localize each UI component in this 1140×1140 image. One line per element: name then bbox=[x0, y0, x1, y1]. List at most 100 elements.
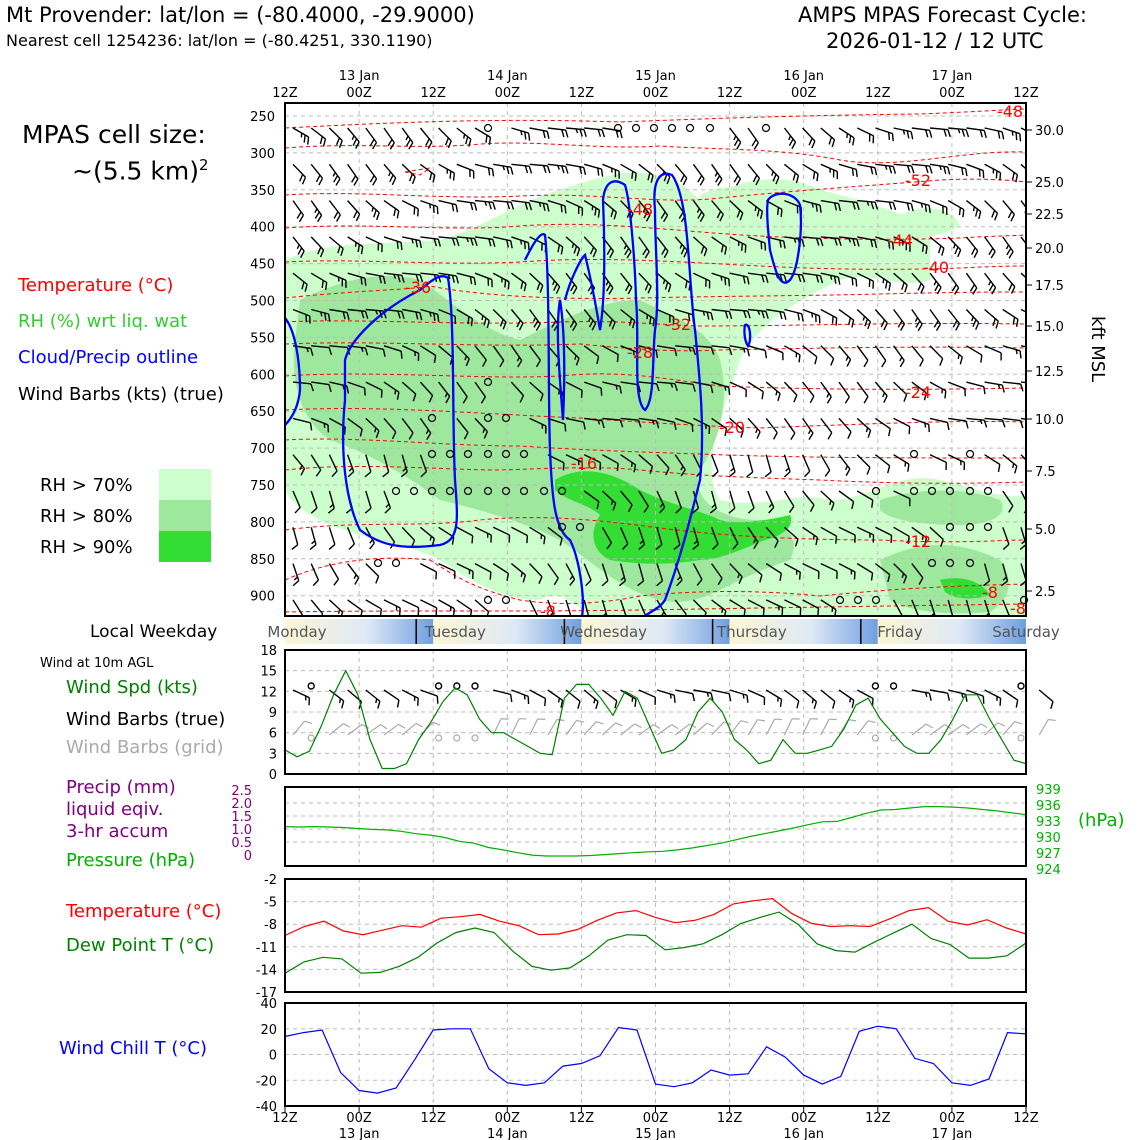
calm-marker bbox=[445, 486, 455, 496]
calm-marker-grid bbox=[307, 734, 315, 742]
wind-barb bbox=[874, 345, 887, 368]
wind-barb bbox=[656, 236, 669, 259]
wind-barb bbox=[911, 381, 927, 401]
wind-barb bbox=[584, 163, 604, 177]
calm-marker bbox=[835, 595, 845, 605]
swatch-rh70 bbox=[159, 469, 211, 500]
y-tick-label: 15 bbox=[260, 665, 277, 680]
wind-barb bbox=[929, 381, 947, 399]
wind-barb bbox=[1002, 417, 1024, 429]
wind-barb bbox=[364, 490, 372, 514]
wind-barb bbox=[419, 454, 428, 478]
calm-marker-grid bbox=[453, 734, 461, 742]
wind-barb bbox=[638, 308, 655, 327]
calm-marker bbox=[613, 123, 623, 133]
wind-barb bbox=[874, 563, 891, 583]
wind-barb bbox=[729, 200, 744, 221]
wind-barb bbox=[291, 527, 299, 550]
wind-barb bbox=[456, 381, 468, 404]
legend-rh90: RH > 90% bbox=[40, 537, 133, 558]
wind-barb bbox=[929, 417, 950, 431]
legend-temperature: Temperature (°C) bbox=[18, 275, 174, 296]
height-tick-label: 5.0 bbox=[1035, 523, 1056, 538]
wind-barb bbox=[802, 599, 820, 616]
wind-barb bbox=[292, 490, 301, 514]
wind-barb bbox=[911, 236, 928, 255]
wind-barb bbox=[693, 381, 714, 394]
wind-barb bbox=[328, 689, 345, 709]
pressure-tick-label: 933 bbox=[1036, 815, 1061, 830]
wind-barb bbox=[420, 599, 438, 616]
wind-barb bbox=[729, 163, 741, 186]
calm-marker bbox=[871, 682, 880, 690]
calm-marker bbox=[519, 449, 529, 459]
y-tick-label: -2 bbox=[264, 873, 277, 888]
wind-barb bbox=[547, 689, 564, 708]
wind-barb bbox=[511, 199, 533, 211]
cell-size-value: ~(5.5 km)2 bbox=[72, 156, 209, 186]
calm-marker bbox=[909, 449, 919, 459]
time-tick-label-bottom: 12Z bbox=[717, 1111, 743, 1126]
wind-barb bbox=[638, 527, 646, 550]
calm-marker bbox=[965, 486, 975, 496]
calm-marker bbox=[471, 682, 479, 690]
wind-barb-grid bbox=[620, 723, 642, 736]
calm-marker bbox=[557, 486, 567, 496]
wind-barb bbox=[365, 200, 380, 221]
calm-marker bbox=[483, 413, 493, 423]
wind-barb bbox=[438, 526, 455, 545]
wind-barb bbox=[929, 272, 942, 295]
wind-barb bbox=[693, 689, 714, 701]
wind-barb bbox=[929, 199, 948, 216]
wind-barb bbox=[929, 309, 942, 332]
cross-section-frame bbox=[284, 102, 1027, 617]
wind-barb bbox=[620, 236, 632, 259]
wind-barb bbox=[875, 127, 894, 142]
y-tick-label: -20 bbox=[256, 1074, 277, 1089]
wind-barb bbox=[584, 127, 606, 138]
wind-barb bbox=[911, 689, 932, 701]
wind-barb bbox=[1038, 689, 1054, 710]
wind-barb bbox=[601, 689, 618, 709]
wind-barb-grid bbox=[547, 718, 565, 736]
wind-speed-line bbox=[284, 669, 1027, 770]
isotherm-label: -8 bbox=[540, 602, 556, 621]
wind-barb bbox=[401, 599, 420, 616]
wind-barb bbox=[511, 236, 530, 251]
wind-barb bbox=[602, 381, 622, 394]
wind-barb bbox=[382, 454, 390, 478]
calm-marker bbox=[483, 449, 493, 459]
wind-barb bbox=[619, 599, 628, 616]
wind-barb bbox=[893, 454, 910, 472]
weekday-name: Tuesday bbox=[424, 623, 486, 641]
legend-dewpoint: Dew Point T (°C) bbox=[66, 935, 215, 956]
wind-barb-grid bbox=[911, 723, 934, 736]
isotherm-label: -48 bbox=[627, 200, 653, 219]
wind-barb bbox=[692, 236, 708, 257]
wind-barb bbox=[511, 689, 530, 705]
wind-barb bbox=[984, 381, 1005, 393]
wind-barb bbox=[911, 199, 931, 214]
wind-barb bbox=[456, 308, 474, 327]
wind-barb bbox=[583, 563, 592, 587]
wind-barb bbox=[365, 599, 383, 616]
calm-marker bbox=[945, 486, 955, 496]
wind-barb bbox=[493, 163, 514, 175]
weekday-band-segment bbox=[433, 619, 582, 644]
height-tick-label: 7.5 bbox=[1035, 465, 1056, 480]
wind-barb bbox=[729, 127, 742, 150]
height-tick-label: 17.5 bbox=[1035, 279, 1064, 294]
wind-barb bbox=[620, 689, 637, 707]
wind-barb bbox=[984, 236, 996, 259]
legend-cloud-outline: Cloud/Precip outline bbox=[18, 347, 199, 368]
wind-barb bbox=[747, 345, 768, 359]
wind-barb bbox=[638, 236, 650, 259]
wind-barb bbox=[893, 563, 908, 584]
wind-barb bbox=[965, 309, 980, 330]
wind-barb bbox=[783, 454, 791, 478]
weekday-band-segment bbox=[877, 619, 1026, 644]
precip-tick-label: 1.0 bbox=[231, 823, 252, 838]
wind-barb bbox=[547, 163, 569, 174]
wind-barb bbox=[547, 236, 564, 255]
wind-barb bbox=[310, 417, 330, 433]
